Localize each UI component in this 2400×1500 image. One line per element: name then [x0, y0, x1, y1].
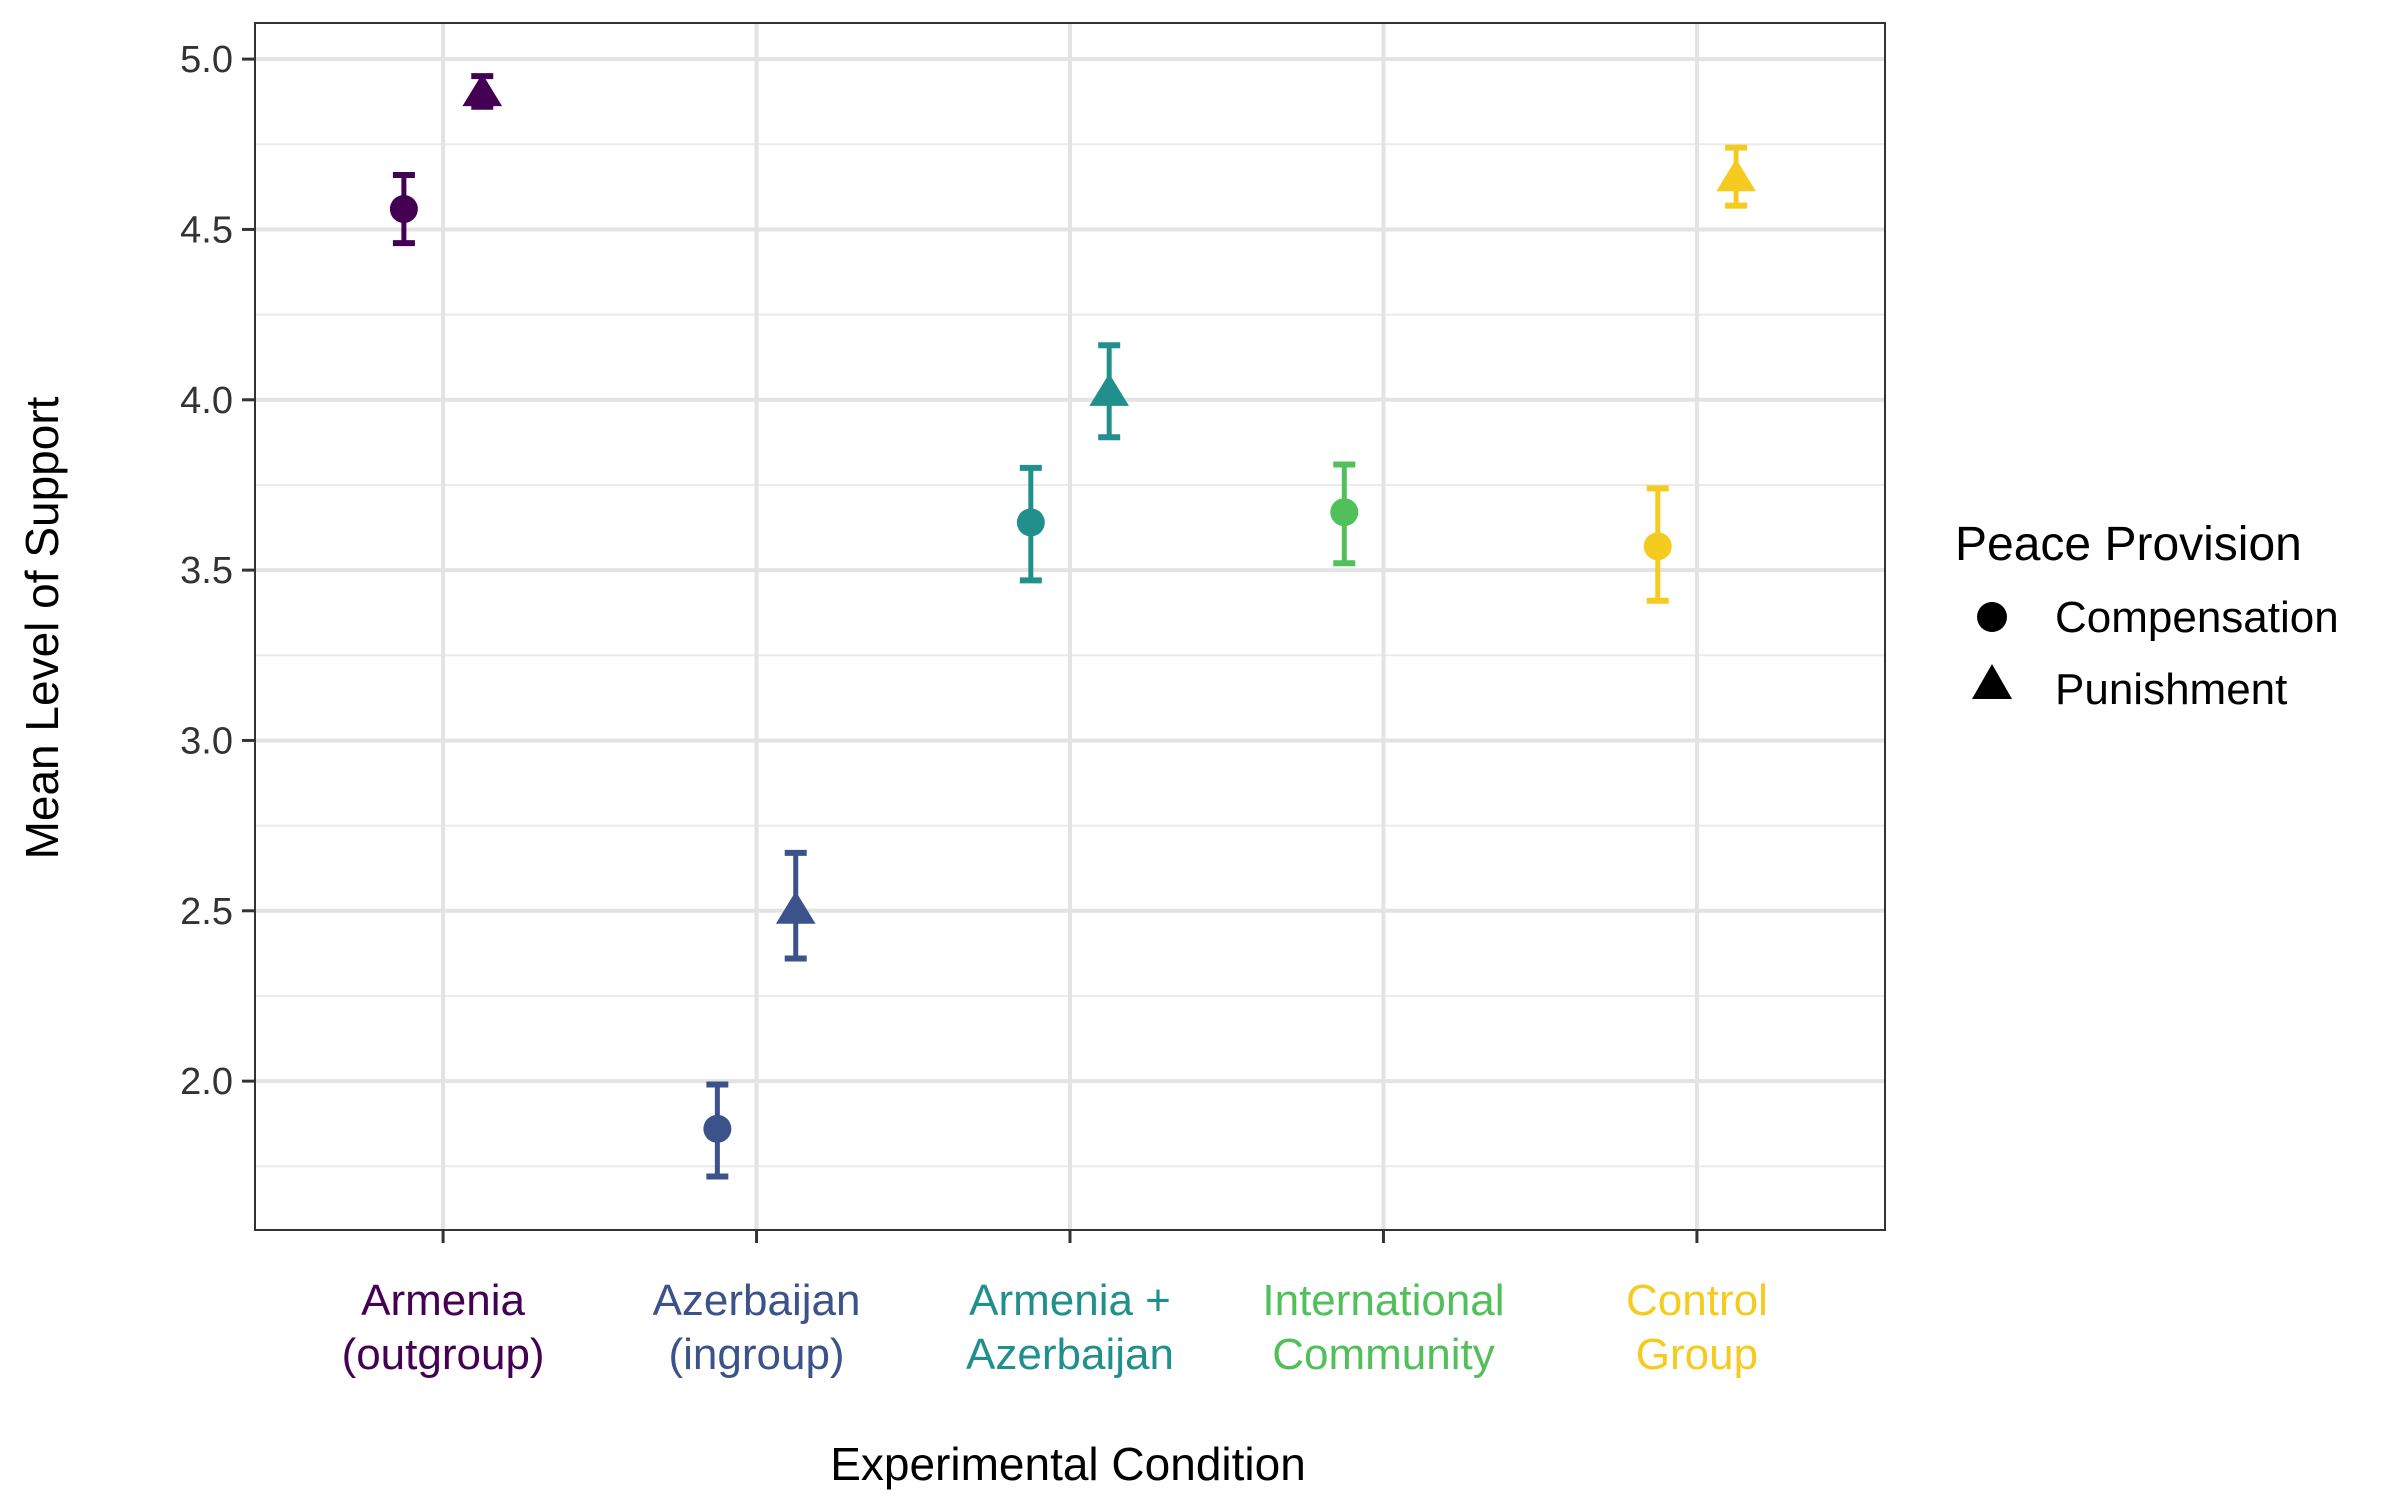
x-tick-label: Community — [1272, 1330, 1495, 1379]
point-punishment — [1089, 342, 1129, 441]
point-punishment — [1716, 144, 1756, 209]
point-marker-circle — [1643, 532, 1672, 561]
point-marker-circle — [1016, 508, 1045, 537]
y-tick-label: 3.5 — [180, 550, 233, 592]
x-tick-label: Armenia + — [969, 1276, 1171, 1325]
x-axis: Armenia (outgroup) Azerbaijan (ingroup) Arme… — [342, 1230, 1768, 1379]
point-compensation — [1643, 485, 1672, 604]
y-tick-label: 4.5 — [180, 209, 233, 251]
point-marker-triangle — [775, 891, 816, 924]
y-tick-label: 5.0 — [180, 39, 233, 81]
y-tick-label: 2.5 — [180, 891, 233, 933]
legend-title: Peace Provision — [1955, 518, 2302, 571]
legend-item: Compensation — [1977, 593, 2339, 642]
y-tick-label: 4.0 — [180, 380, 233, 422]
point-marker-triangle — [462, 73, 503, 107]
point-punishment — [775, 849, 816, 962]
point-compensation — [1016, 464, 1045, 584]
gridlines — [255, 23, 1885, 1230]
x-tick-label: (ingroup) — [668, 1330, 844, 1379]
point-marker-circle — [1330, 498, 1359, 527]
x-tick-label: Armenia — [361, 1276, 525, 1325]
legend: Peace Provision Compensation Punishment — [1955, 518, 2339, 714]
data-points — [389, 73, 1756, 1180]
point-compensation — [389, 171, 418, 247]
y-axis: 2.0 2.5 3.0 3.5 4.0 4.5 5.0 — [180, 39, 255, 1103]
x-tick-label: International — [1262, 1276, 1504, 1325]
x-axis-title: Experimental Condition — [830, 1438, 1306, 1490]
legend-label: Punishment — [2055, 665, 2287, 714]
x-tick-label: Azerbaijan — [653, 1276, 861, 1325]
y-axis-title: Mean Level of Support — [16, 396, 68, 859]
point-marker-triangle — [1089, 373, 1129, 406]
y-tick-label: 2.0 — [180, 1061, 233, 1103]
legend-circle-icon — [1977, 602, 2007, 632]
x-tick-label: Group — [1636, 1330, 1758, 1379]
point-marker-circle — [703, 1114, 732, 1143]
point-compensation — [1330, 461, 1359, 567]
point-marker-circle — [389, 195, 418, 224]
legend-item: Punishment — [1972, 664, 2287, 714]
point-punishment — [462, 73, 503, 110]
x-tick-label: Control — [1626, 1276, 1768, 1325]
point-marker-triangle — [1716, 158, 1756, 192]
y-tick-label: 3.0 — [180, 720, 233, 762]
legend-triangle-icon — [1972, 664, 2012, 699]
x-tick-label: Azerbaijan — [966, 1330, 1174, 1379]
point-compensation — [703, 1081, 732, 1180]
x-tick-label: (outgroup) — [342, 1330, 545, 1379]
legend-label: Compensation — [2055, 593, 2339, 642]
